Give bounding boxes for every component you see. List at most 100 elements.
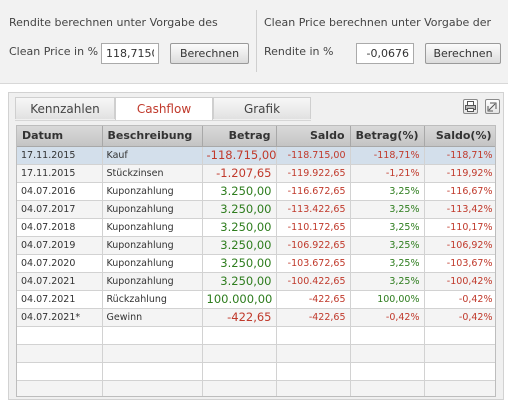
cell-datum: 17.11.2015 <box>17 164 103 183</box>
table-row-empty <box>17 362 495 381</box>
calculate-yield-button[interactable]: Berechnen <box>170 43 249 64</box>
cell-saldo-pct: -116,67% <box>424 182 495 201</box>
yield-input[interactable] <box>356 43 414 64</box>
cell-saldo: -118.715,00 <box>276 146 351 165</box>
cell-betrag: 3.250,00 <box>202 200 277 219</box>
cell-saldo: -422,65 <box>276 308 351 327</box>
empty-cell <box>276 362 351 381</box>
cell-betrag: 3.250,00 <box>202 272 277 291</box>
cell-betrag: 3.250,00 <box>202 182 277 201</box>
tab-grafik[interactable]: Grafik <box>213 97 311 119</box>
empty-cell <box>102 380 203 396</box>
cell-saldo-pct: -118,71% <box>424 146 495 165</box>
cell-saldo: -113.422,65 <box>276 200 351 219</box>
col-header-saldo-pct[interactable]: Saldo(%) <box>424 126 495 147</box>
empty-cell <box>276 344 351 363</box>
cell-betrag-pct: 3,25% <box>350 236 425 255</box>
col-header-saldo[interactable]: Saldo <box>276 126 351 147</box>
cell-saldo: -116.672,65 <box>276 182 351 201</box>
empty-cell <box>350 326 425 345</box>
cell-betrag-pct: 3,25% <box>350 218 425 237</box>
table-row[interactable]: 04.07.2021 Kuponzahlung 3.250,00 -100.422,6… <box>17 272 495 291</box>
cell-saldo: -119.922,65 <box>276 164 351 183</box>
tab-divider <box>15 120 311 121</box>
empty-cell <box>202 344 277 363</box>
empty-cell <box>424 362 495 381</box>
table-row[interactable]: 17.11.2015 Kauf -118.715,00 -118.715,00 -118… <box>17 146 495 165</box>
empty-cell <box>17 326 103 345</box>
table-row[interactable]: 04.07.2020 Kuponzahlung 3.250,00 -103.672,6… <box>17 254 495 273</box>
printer-icon[interactable] <box>463 99 478 114</box>
clean-price-input[interactable] <box>101 43 159 64</box>
cell-betrag-pct: -0,42% <box>350 308 425 327</box>
table-row[interactable]: 04.07.2021 Rückzahlung 100.000,00 -422,65 10… <box>17 290 495 309</box>
table-row-empty <box>17 326 495 345</box>
empty-cell <box>102 344 203 363</box>
cell-beschreibung: Kuponzahlung <box>102 200 203 219</box>
table-row-empty <box>17 380 495 396</box>
cell-betrag: 100.000,00 <box>202 290 277 309</box>
empty-cell <box>102 326 203 345</box>
empty-cell <box>202 380 277 396</box>
cell-saldo-pct: -0,42% <box>424 290 495 309</box>
cell-beschreibung: Kuponzahlung <box>102 182 203 201</box>
cell-beschreibung: Gewinn <box>102 308 203 327</box>
clean-price-label: Clean Price in % <box>9 45 99 58</box>
cell-datum: 04.07.2021* <box>17 308 103 327</box>
empty-cell <box>17 344 103 363</box>
empty-cell <box>350 344 425 363</box>
table-row[interactable]: 04.07.2019 Kuponzahlung 3.250,00 -106.922,6… <box>17 236 495 255</box>
table-row[interactable]: 04.07.2017 Kuponzahlung 3.250,00 -113.422,6… <box>17 200 495 219</box>
table-row-empty <box>17 344 495 363</box>
calculate-price-button[interactable]: Berechnen <box>425 43 501 64</box>
cell-saldo: -422,65 <box>276 290 351 309</box>
empty-cell <box>424 380 495 396</box>
tab-cashflow[interactable]: Cashflow <box>115 97 213 121</box>
table-row[interactable]: 04.07.2021* Gewinn -422,65 -422,65 -0,42% -0,… <box>17 308 495 327</box>
cell-betrag-pct: 3,25% <box>350 200 425 219</box>
cell-betrag-pct: -1,21% <box>350 164 425 183</box>
cell-betrag: -118.715,00 <box>202 146 277 165</box>
export-icon[interactable] <box>485 99 500 114</box>
col-header-datum[interactable]: Datum <box>17 126 103 147</box>
table-row[interactable]: 04.07.2016 Kuponzahlung 3.250,00 -116.672,6… <box>17 182 495 201</box>
cell-datum: 04.07.2020 <box>17 254 103 273</box>
table-row[interactable]: 17.11.2015 Stückzinsen -1.207,65 -119.922,6… <box>17 164 495 183</box>
tab-bar: Kennzahlen Cashflow Grafik <box>15 97 311 121</box>
tab-kennzahlen[interactable]: Kennzahlen <box>15 97 115 119</box>
cell-saldo: -110.172,65 <box>276 218 351 237</box>
cell-saldo-pct: -113,42% <box>424 200 495 219</box>
cell-datum: 04.07.2021 <box>17 272 103 291</box>
col-header-betrag-pct[interactable]: Betrag(%) <box>350 126 425 147</box>
empty-cell <box>102 362 203 381</box>
cell-beschreibung: Rückzahlung <box>102 290 203 309</box>
cell-datum: 04.07.2016 <box>17 182 103 201</box>
cell-betrag-pct: -118,71% <box>350 146 425 165</box>
yield-heading: Clean Price berechnen unter Vorgabe der <box>264 16 492 29</box>
col-header-betrag[interactable]: Betrag <box>202 126 277 147</box>
cell-datum: 17.11.2015 <box>17 146 103 165</box>
col-header-beschreibung[interactable]: Beschreibung <box>102 126 203 147</box>
empty-cell <box>424 344 495 363</box>
cell-beschreibung: Kuponzahlung <box>102 272 203 291</box>
cell-saldo-pct: -110,17% <box>424 218 495 237</box>
empty-cell <box>202 362 277 381</box>
cell-beschreibung: Stückzinsen <box>102 164 203 183</box>
cell-betrag-pct: 100,00% <box>350 290 425 309</box>
table-row[interactable]: 04.07.2018 Kuponzahlung 3.250,00 -110.172,6… <box>17 218 495 237</box>
cell-saldo: -103.672,65 <box>276 254 351 273</box>
empty-cell <box>350 380 425 396</box>
cell-beschreibung: Kuponzahlung <box>102 218 203 237</box>
cell-datum: 04.07.2017 <box>17 200 103 219</box>
cell-betrag: -422,65 <box>202 308 277 327</box>
cell-saldo-pct: -0,42% <box>424 308 495 327</box>
cell-betrag: 3.250,00 <box>202 236 277 255</box>
cell-betrag: -1.207,65 <box>202 164 277 183</box>
yield-label: Rendite in % <box>264 45 334 58</box>
cell-saldo-pct: -119,92% <box>424 164 495 183</box>
empty-cell <box>17 380 103 396</box>
empty-cell <box>350 362 425 381</box>
cell-betrag-pct: 3,25% <box>350 182 425 201</box>
empty-cell <box>202 326 277 345</box>
empty-cell <box>276 326 351 345</box>
